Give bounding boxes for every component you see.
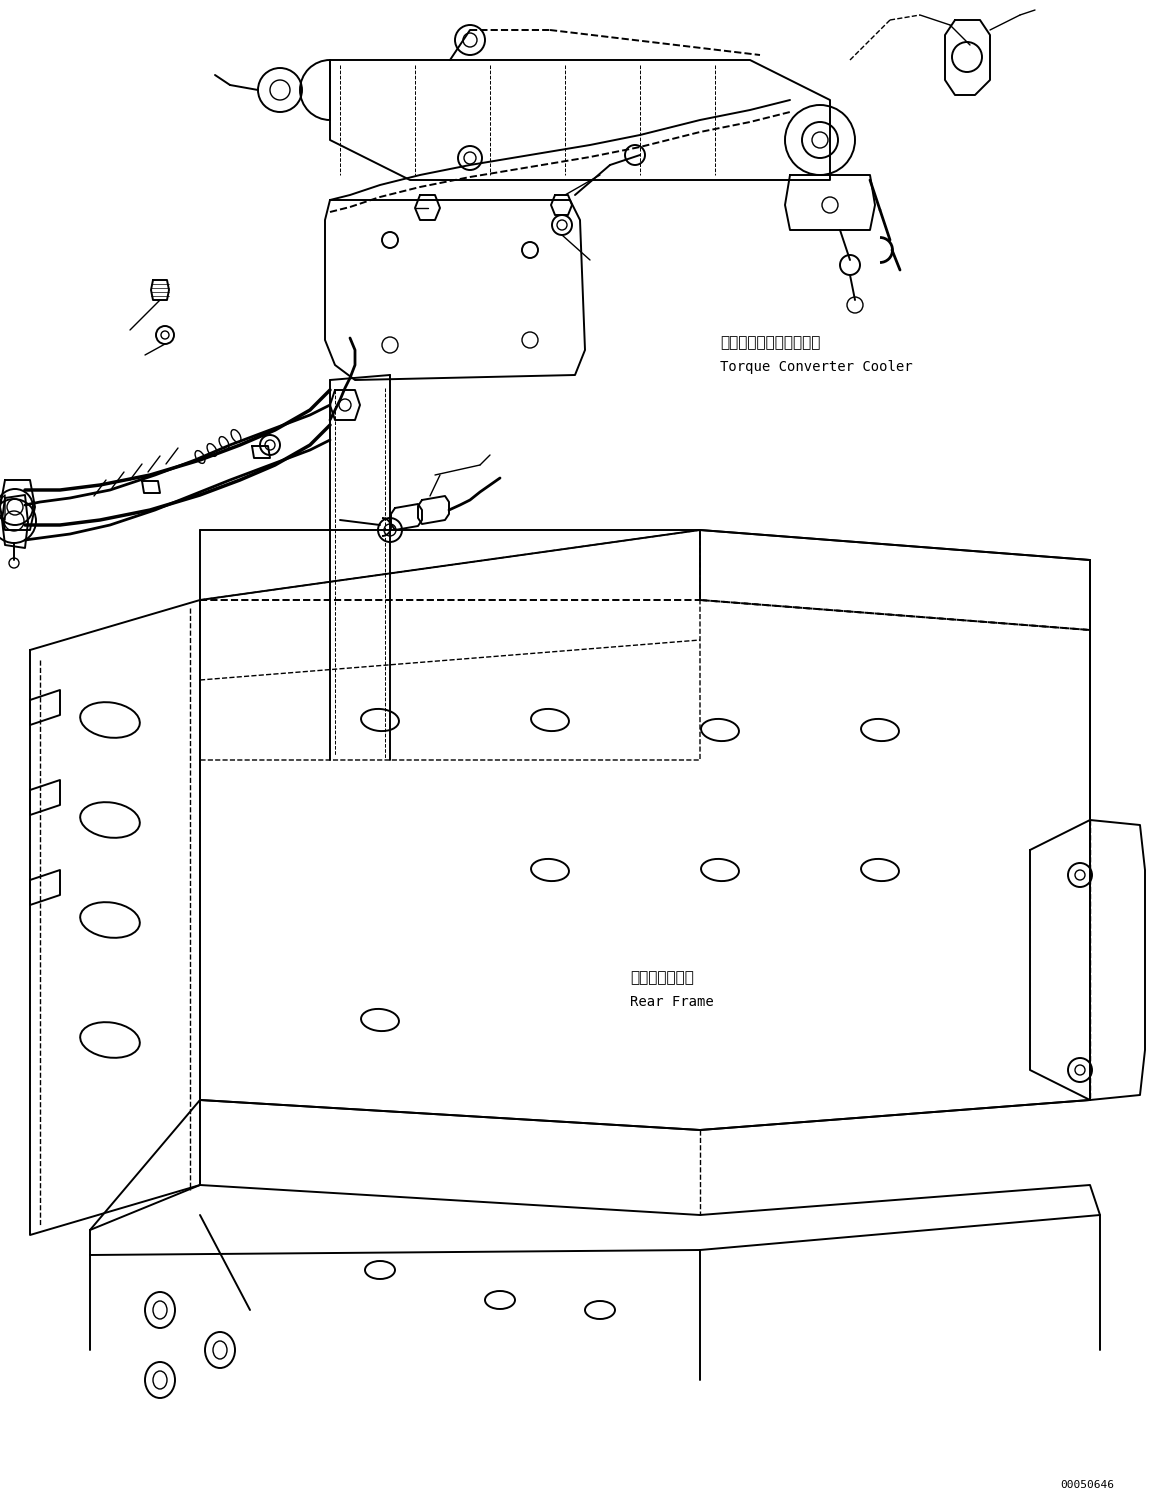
Text: リヤーフレーム: リヤーフレーム [630,971,694,986]
Text: トルクコンバータクーラ: トルクコンバータクーラ [720,335,820,350]
Text: Torque Converter Cooler: Torque Converter Cooler [720,359,913,374]
Text: Rear Frame: Rear Frame [630,994,714,1009]
Text: 00050646: 00050646 [1059,1481,1114,1490]
